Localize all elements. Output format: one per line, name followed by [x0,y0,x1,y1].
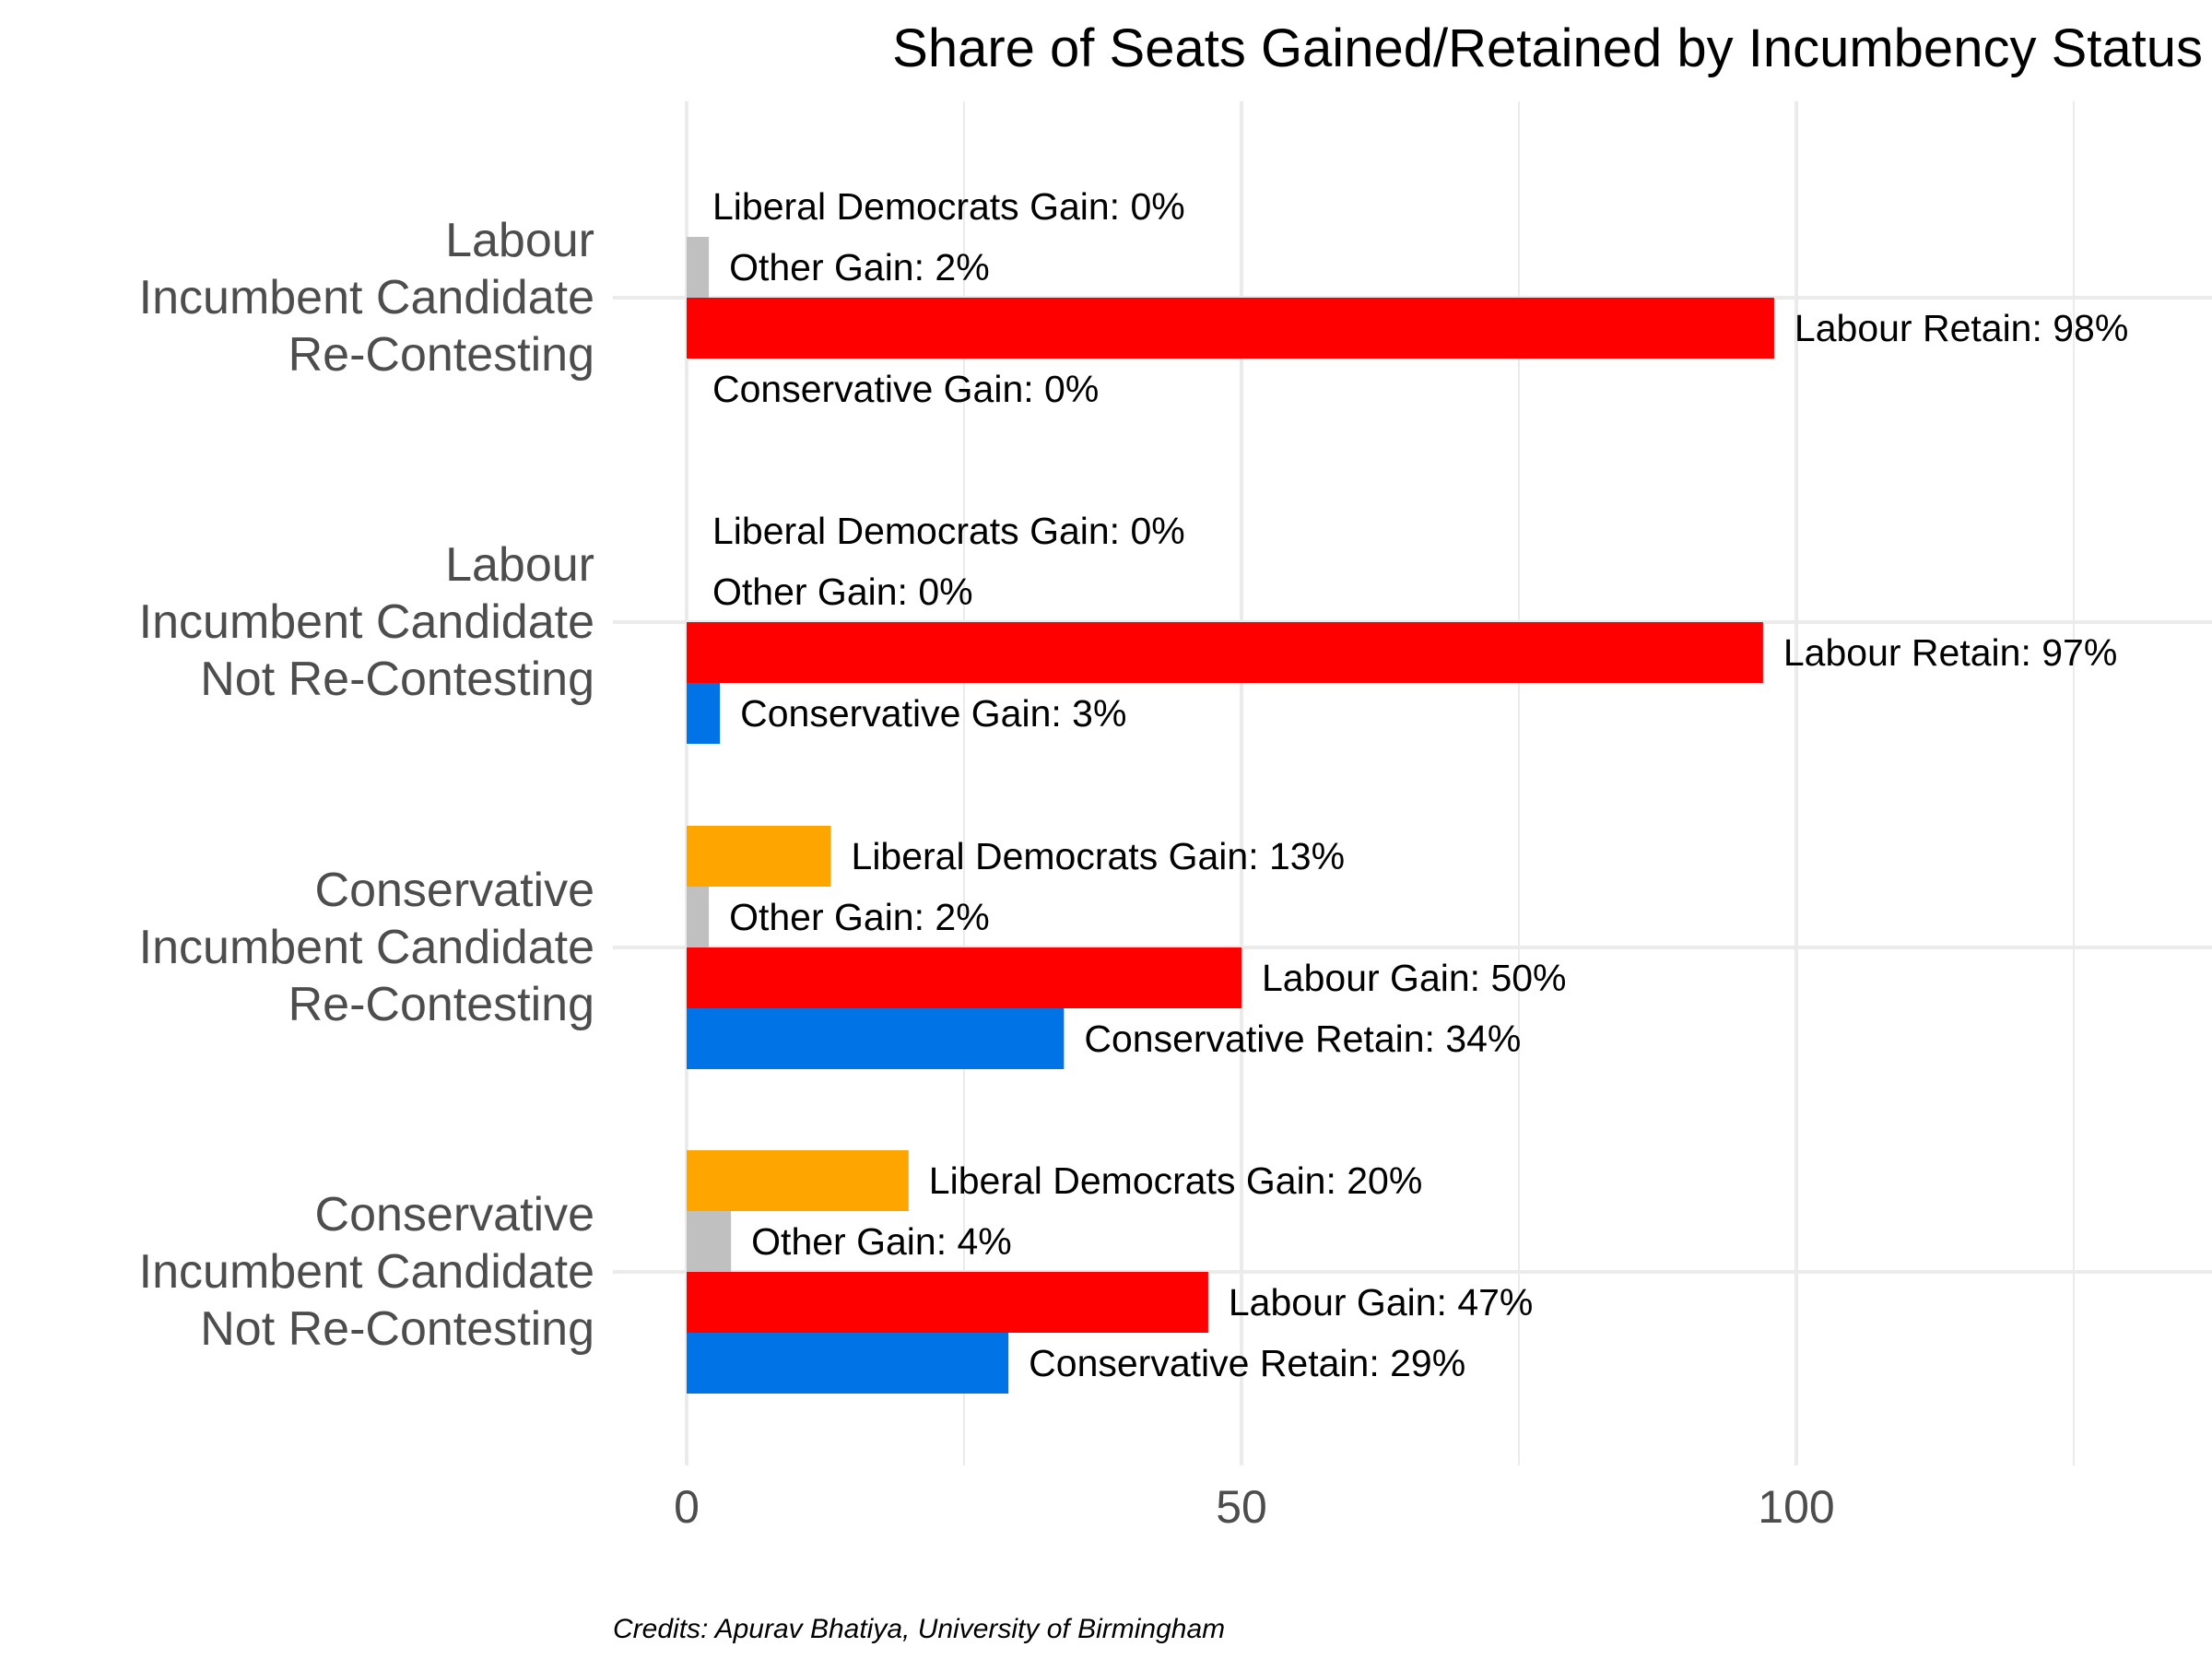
data-label-other-category-3: Other Gain: 2% [729,896,990,938]
bar-other-category-1 [687,237,710,298]
chart-title: Share of Seats Gained/Retained by Incumb… [892,18,2203,78]
category-label-4: Conservative Incumbent Candidate Not Re-Co… [139,1188,594,1356]
x-axis-ticks: 0 50 100 [674,1481,1835,1533]
category-label-3: Conservative Incumbent Candidate Re-Contes… [139,864,594,1031]
bar-conservative-category-2 [687,683,721,744]
data-label-liberal-democrats-category-2: Liberal Democrats Gain: 0% [712,510,1185,552]
bar-conservative-category-4 [687,1333,1009,1394]
x-tick-label-0: 0 [674,1481,700,1533]
data-label-conservative-category-2: Conservative Gain: 3% [740,692,1126,735]
category-label-line: Labour [445,214,594,267]
category-label-2: Labour Incumbent Candidate Not Re-Contesti… [139,538,594,706]
bar-conservative-category-3 [687,1008,1065,1069]
data-label-labour-category-2: Labour Retain: 97% [1783,631,2117,674]
bar-liberal-democrats-category-4 [687,1150,909,1211]
x-tick-label-100: 100 [1758,1481,1834,1533]
category-label-line: Incumbent Candidate [139,1245,594,1299]
category-label-1: Labour Incumbent Candidate Re-Contesting [139,214,594,382]
category-label-line: Incumbent Candidate [139,921,594,974]
data-label-other-category-4: Other Gain: 4% [751,1220,1012,1263]
data-label-liberal-democrats-category-4: Liberal Democrats Gain: 20% [929,1159,1423,1202]
bar-other-category-4 [687,1211,732,1272]
category-labels: Labour Incumbent Candidate Re-ContestingLa… [139,214,594,1356]
x-tick-label-50: 50 [1216,1481,1267,1533]
category-label-line: Re-Contesting [288,978,594,1031]
category-label-line: Conservative [315,864,594,917]
category-label-line: Conservative [315,1188,594,1241]
bar-labour-category-3 [687,947,1241,1008]
data-label-liberal-democrats-category-3: Liberal Democrats Gain: 13% [852,835,1346,877]
bar-labour-category-2 [687,622,1763,683]
data-label-labour-category-1: Labour Retain: 98% [1794,307,2128,349]
category-label-line: Labour [445,538,594,592]
category-label-line: Incumbent Candidate [139,595,594,649]
category-label-line: Re-Contesting [288,328,594,382]
chart-caption: Credits: Apurav Bhatiya, University of B… [613,1614,1225,1644]
category-label-line: Not Re-Contesting [200,1302,594,1356]
bar-other-category-3 [687,887,710,947]
category-label-line: Not Re-Contesting [200,653,594,706]
data-label-conservative-category-3: Conservative Retain: 34% [1084,1018,1521,1060]
bars [687,237,1774,1394]
bar-labour-category-4 [687,1272,1208,1333]
bar-liberal-democrats-category-3 [687,826,831,887]
data-labels: Liberal Democrats Gain: 0% Other Gain: 2%… [712,185,2128,1384]
data-label-labour-category-4: Labour Gain: 47% [1229,1281,1534,1324]
bar-labour-category-1 [687,298,1774,359]
data-label-labour-category-3: Labour Gain: 50% [1262,957,1567,999]
data-label-liberal-democrats-category-1: Liberal Democrats Gain: 0% [712,185,1185,228]
category-label-line: Incumbent Candidate [139,271,594,324]
data-label-other-category-2: Other Gain: 0% [712,571,973,613]
data-label-conservative-category-4: Conservative Retain: 29% [1029,1342,1465,1384]
data-label-other-category-1: Other Gain: 2% [729,246,990,288]
data-label-conservative-category-1: Conservative Gain: 0% [712,368,1099,410]
